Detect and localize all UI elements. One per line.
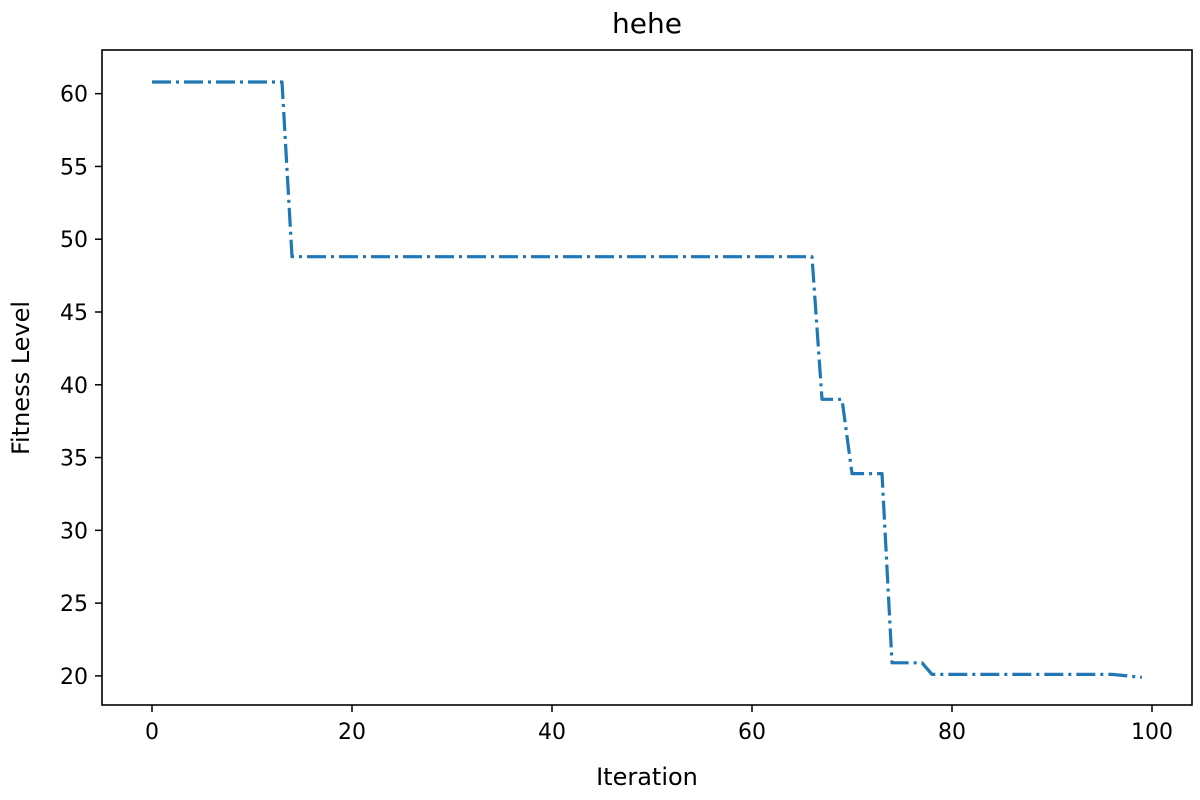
- y-tick-label: 55: [60, 155, 88, 180]
- y-axis-label: Fitness Level: [7, 301, 35, 455]
- x-tick-label: 20: [338, 720, 366, 745]
- y-tick-label: 60: [60, 83, 88, 108]
- plot-frame: [101, 49, 1193, 706]
- x-tick-label: 80: [938, 720, 966, 745]
- y-tick-label: 50: [60, 228, 88, 253]
- y-tick-label: 40: [60, 374, 88, 399]
- chart-title: hehe: [612, 7, 682, 40]
- y-tick-label: 25: [60, 592, 88, 617]
- y-tick-label: 45: [60, 301, 88, 326]
- y-tick-label: 20: [60, 665, 88, 690]
- y-tick-label: 35: [60, 447, 88, 472]
- y-tick-label: 30: [60, 519, 88, 544]
- x-axis-label: Iteration: [596, 763, 698, 791]
- x-tick-label: 60: [738, 720, 766, 745]
- x-tick-label: 40: [538, 720, 566, 745]
- x-tick-label: 100: [1131, 720, 1173, 745]
- series-line: [152, 80, 1143, 679]
- x-tick-label: 0: [145, 720, 159, 745]
- plot-area: 0 20 40 60 80 100 20 25 30 35 40 45 50 55 60: [60, 49, 1193, 745]
